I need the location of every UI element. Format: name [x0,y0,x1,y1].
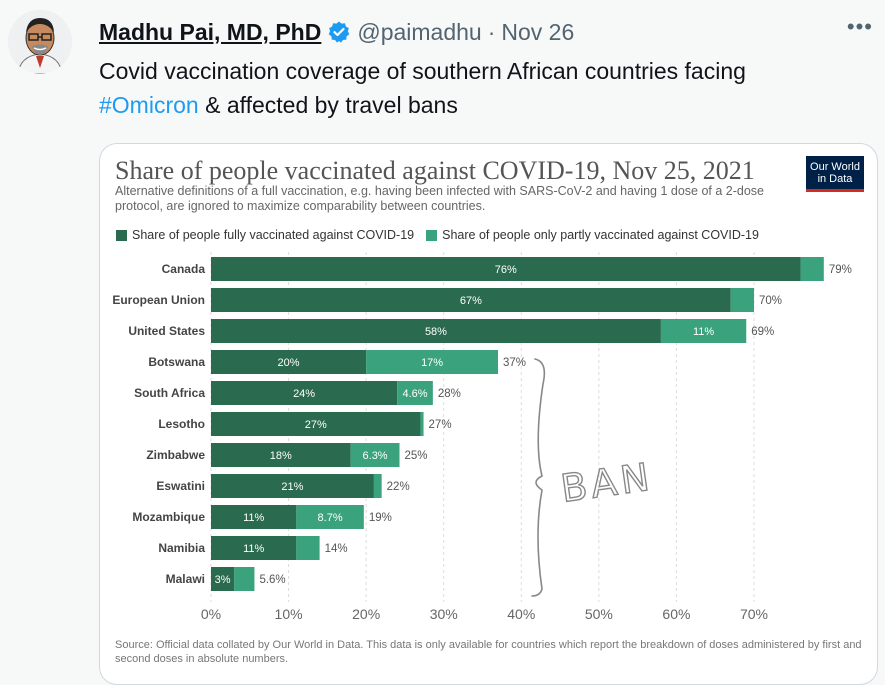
bar-fully-vaccinated [211,319,661,343]
bar-fully-vaccinated [211,474,374,498]
bar-value-label: 24% [293,388,315,400]
bar-value-label: 76% [495,264,517,276]
category-label: Canada [162,262,206,276]
author-handle[interactable]: @paimadhu [357,18,482,45]
handwritten-brace [531,358,546,597]
more-horizontal-icon[interactable]: ••• [846,14,873,39]
bar-fully-vaccinated [211,536,297,560]
bar-value-label: 11% [243,512,264,524]
chart-source-note: Source: Official data collated by Our Wo… [115,639,862,665]
x-tick-label: 60% [662,606,690,622]
x-tick-label: 30% [430,606,458,622]
avatar-portrait [8,10,72,74]
owid-logo-line1: Our World [810,161,860,173]
bar-partly-vaccinated [350,443,400,467]
owid-logo-line2: in Data [817,173,853,185]
category-label: Lesotho [158,417,205,431]
bar-fully-vaccinated [211,288,731,312]
legend-swatch-partly [426,229,438,241]
tweet-header: Madhu Pai, MD, PhD @paimadhu · Nov 26 [99,16,885,48]
bar-value-label: 11% [243,543,264,555]
legend-item-fully: Share of people fully vaccinated against… [116,228,414,242]
bar-value-label: 17% [421,357,443,369]
handwritten-ban-text: BAN [558,454,656,510]
bar-partly-vaccinated [366,350,499,374]
total-value-label: 70% [759,295,782,307]
bar-partly-vaccinated [373,474,382,498]
bar-partly-vaccinated [296,536,320,560]
category-label: South Africa [134,386,205,400]
category-label: Zimbabwe [146,448,205,462]
tweet-date[interactable]: Nov 26 [501,18,575,45]
legend-label-fully: Share of people fully vaccinated against… [132,228,415,242]
tweet-text-end: & affected by travel bans [198,92,458,118]
verified-badge-icon [327,20,351,44]
total-value-label: 19% [369,512,392,524]
bar-fully-vaccinated [211,567,235,591]
author-name[interactable]: Madhu Pai, MD, PhD [99,18,322,45]
bar-fully-vaccinated [211,505,297,529]
bar-partly-vaccinated [397,381,433,405]
bar-fully-vaccinated [211,257,801,281]
bar-fully-vaccinated [211,381,398,405]
category-label: United States [128,324,205,338]
x-tick-label: 10% [275,606,303,622]
chart-image-card[interactable]: Share of people vaccinated against COVID… [99,143,878,685]
bar-value-label: 18% [270,450,292,462]
separator-dot: · [487,18,496,45]
category-label: Malawi [166,572,205,586]
bar-value-label: 3% [215,574,231,586]
bar-partly-vaccinated [800,257,824,281]
bar-value-label: 4.6% [402,388,427,400]
x-tick-label: 20% [352,606,380,622]
category-label: Mozambique [132,510,205,524]
owid-logo: Our World in Data [806,156,864,192]
bar-value-label: 8.7% [318,512,343,524]
category-label: Eswatini [156,479,205,493]
hashtag-link[interactable]: #Omicron [99,92,199,118]
bar-value-label: 11% [693,326,714,338]
bar-partly-vaccinated [296,505,364,529]
bar-partly-vaccinated [234,567,255,591]
bar-partly-vaccinated [730,288,754,312]
total-value-label: 22% [387,481,410,493]
bar-fully-vaccinated [211,350,367,374]
chart-title: Share of people vaccinated against COVID… [115,156,755,185]
category-label: European Union [112,293,205,307]
bar-partly-vaccinated [660,319,747,343]
total-value-label: 37% [503,357,526,369]
bar-value-label: 20% [278,357,300,369]
legend-swatch-fully [116,229,127,241]
tweet-text-start: Covid vaccination coverage of southern A… [99,58,746,84]
legend-item-partly: Share of people only partly vaccinated a… [426,228,759,242]
total-value-label: 79% [829,264,852,276]
bar-chart: 0% 10% 20% 30% 40% 50% 60% 70% Canada 76% 79% Europ… [112,252,852,622]
bar-value-label: 58% [425,326,447,338]
total-value-label: 5.6% [259,574,285,586]
total-value-label: 27% [429,419,452,431]
author-avatar[interactable] [8,10,72,74]
bar-value-label: 27% [305,419,327,431]
x-tick-label: 50% [585,606,613,622]
x-tick-label: 70% [740,606,768,622]
category-label: Botswana [148,355,205,369]
x-tick-label: 0% [201,606,221,622]
chart-legend: Share of people fully vaccinated against… [116,228,771,242]
bar-value-label: 6.3% [363,450,388,462]
bar-value-label: 67% [460,295,482,307]
bar-fully-vaccinated [211,443,351,467]
bar-value-label: 21% [281,481,303,493]
x-tick-label: 40% [507,606,535,622]
total-value-label: 69% [751,326,774,338]
bar-fully-vaccinated [211,412,421,436]
tweet-text: Covid vaccination coverage of southern A… [99,54,879,122]
category-label: Namibia [158,541,205,555]
total-value-label: 25% [404,450,427,462]
legend-label-partly: Share of people only partly vaccinated a… [442,228,759,242]
total-value-label: 28% [438,388,461,400]
chart-subtitle: Alternative definitions of a full vaccin… [115,184,765,213]
total-value-label: 14% [325,543,348,555]
bar-partly-vaccinated [420,412,424,436]
